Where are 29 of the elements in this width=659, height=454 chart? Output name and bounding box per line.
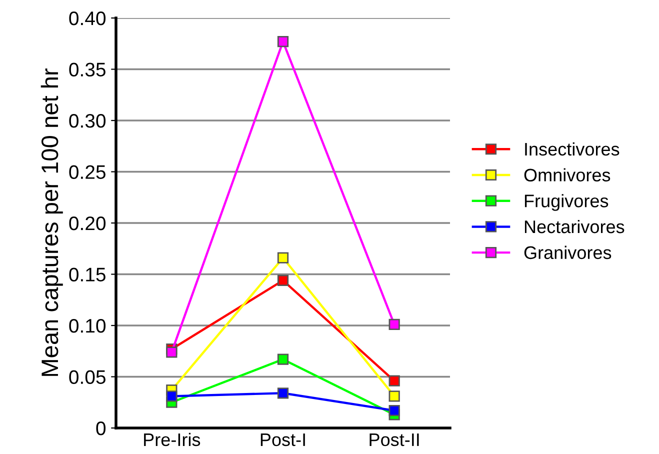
point: [277, 252, 289, 264]
point: [388, 318, 400, 330]
point: [277, 388, 289, 399]
y-tick-label: 0.20: [69, 216, 106, 230]
x-tick-label: Post-II: [370, 434, 419, 446]
point: [277, 274, 289, 286]
y-tick-label: 0.40: [69, 11, 106, 26]
point: [388, 375, 400, 386]
point: [388, 405, 400, 416]
legend-label: Nectarivores: [524, 220, 624, 234]
y-tick-label: 0: [96, 421, 106, 436]
y-tick-label: 0.30: [69, 114, 106, 128]
x-tick-label: Post-I: [260, 434, 305, 446]
y-axis-title: Mean captures per 100 net hr: [40, 68, 63, 376]
legend-label: Granivores: [524, 246, 612, 260]
point: [166, 390, 178, 402]
legend-label: Insectivores: [525, 142, 620, 156]
x-tick-label: Pre-Iris: [144, 432, 200, 446]
point: [166, 346, 178, 358]
legend-label: Frugivores: [524, 194, 608, 211]
point: [277, 36, 289, 48]
point: [388, 390, 400, 402]
y-tick-label: 0.35: [69, 62, 106, 76]
y-tick-label: 0.05: [69, 370, 106, 384]
legend-label: Omnivores: [524, 168, 610, 182]
y-tick-label: 0.10: [69, 318, 106, 333]
point: [277, 354, 289, 365]
y-tick-label: 0.25: [69, 165, 106, 179]
y-tick-label: 0.15: [69, 268, 106, 282]
